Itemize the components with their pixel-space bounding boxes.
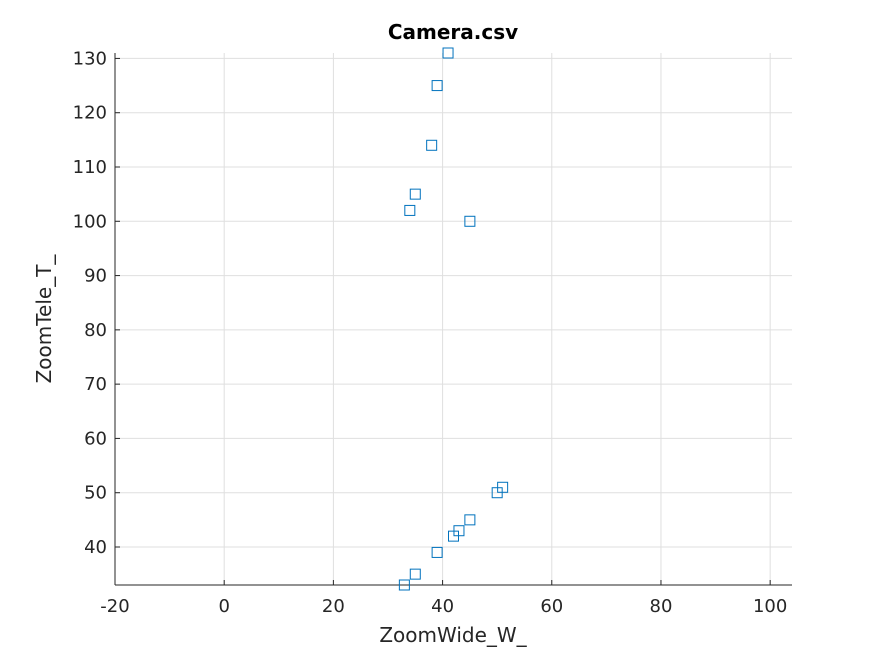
data-point — [404, 204, 416, 216]
axes — [114, 53, 792, 586]
data-point — [491, 487, 503, 499]
data-point — [464, 215, 476, 227]
y-tick-label: 80 — [84, 320, 107, 341]
x-tick-label: 100 — [753, 596, 787, 617]
x-tick-label: 80 — [650, 596, 673, 617]
x-tick-label: 40 — [431, 596, 454, 617]
tick-labels: -20 0 20 40 60 80 100 40 50 60 70 80 90 100 110 120 130 — [73, 48, 788, 617]
x-tick-label: -20 — [100, 596, 129, 617]
y-tick-label: 90 — [84, 266, 107, 287]
grid-lines — [115, 53, 792, 585]
data-point — [442, 47, 454, 59]
y-tick-label: 40 — [84, 537, 107, 558]
data-points — [398, 47, 509, 591]
data-point — [431, 80, 443, 92]
data-point — [426, 139, 438, 151]
chart-title: Camera.csv — [388, 20, 518, 44]
x-axis-label: ZoomWide_W_ — [379, 623, 527, 647]
y-tick-label: 100 — [73, 211, 107, 232]
y-axis-label: ZoomTele_T_ — [32, 254, 56, 384]
y-tick-label: 50 — [84, 483, 107, 504]
data-point — [448, 530, 459, 542]
x-tick-label: 60 — [540, 596, 563, 617]
x-tick-label: 0 — [218, 596, 229, 617]
data-point — [398, 579, 410, 591]
y-tick-label: 110 — [73, 157, 107, 178]
y-tick-label: 120 — [73, 103, 107, 124]
x-tick-label: 20 — [322, 596, 345, 617]
data-point — [464, 514, 476, 526]
y-tick-label: 60 — [84, 428, 107, 449]
y-tick-label: 130 — [73, 48, 107, 69]
data-point — [409, 188, 421, 200]
data-point — [409, 568, 421, 580]
data-point — [431, 546, 443, 558]
y-tick-label: 70 — [84, 374, 107, 395]
